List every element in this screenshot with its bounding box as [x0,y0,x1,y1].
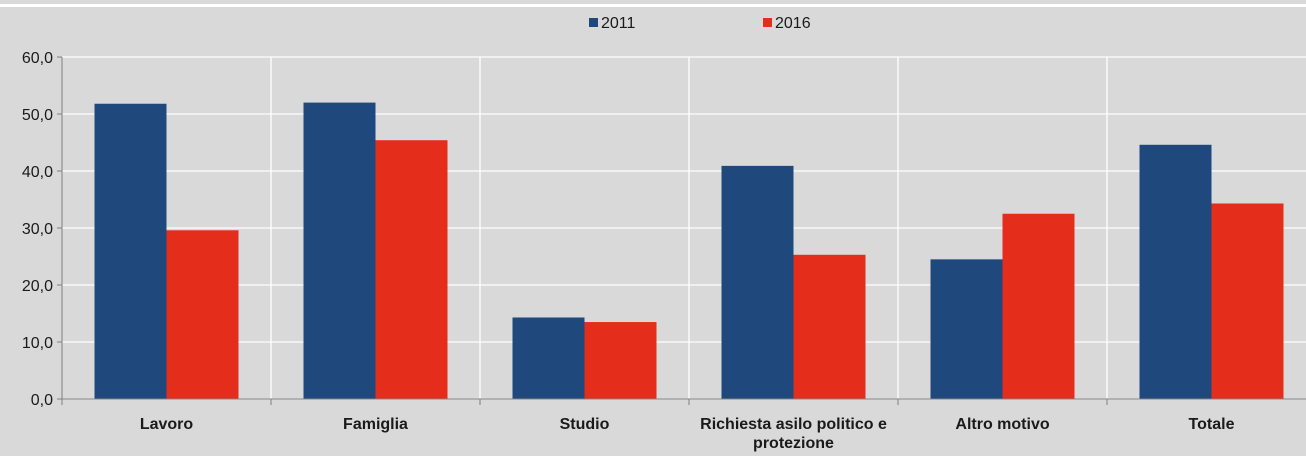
legend-swatch-2016 [763,18,772,27]
legend-label-2011: 2011 [601,15,636,32]
y-tick-label-3: 30,0 [22,221,53,238]
y-tick-label-6: 60,0 [22,50,53,67]
y-tick-label-4: 40,0 [22,164,53,181]
bar-2016-3 [793,254,866,399]
bar-2011-3 [721,165,794,399]
bar-2011-1 [303,102,376,399]
legend-item-2011: 2011 [589,15,635,33]
x-tick-label-4: Altro motivo [955,416,1049,433]
bar-2011-2 [512,317,585,399]
y-tick-label-1: 10,0 [22,335,53,352]
x-tick-label-2: Studio [560,416,610,433]
legend-label-2016: 2016 [775,15,811,32]
y-tick-label-5: 50,0 [22,107,53,124]
x-tick-label-0: Lavoro [140,416,194,433]
bar-2011-5 [1139,144,1212,399]
legend-item-2016: 2016 [763,15,811,33]
y-tick-label-2: 20,0 [22,278,53,295]
x-tick-label-1: Famiglia [343,416,408,433]
bar-2016-0 [166,230,239,399]
x-tick-label-5: Totale [1189,416,1235,433]
bar-2016-1 [375,140,448,399]
bar-2016-2 [584,322,657,399]
legend-swatch-2011 [589,18,598,27]
bar-2011-0 [94,103,167,400]
top-border-line [0,4,1306,7]
y-tick-label-0: 0,0 [31,392,53,409]
legend: 2011 2016 [0,15,1306,35]
bar-2016-4 [1002,213,1075,399]
bar-2011-4 [930,259,1003,399]
bar-2016-5 [1211,203,1284,399]
x-tick-label-3: Richiesta asilo politico e protezione [700,416,887,452]
